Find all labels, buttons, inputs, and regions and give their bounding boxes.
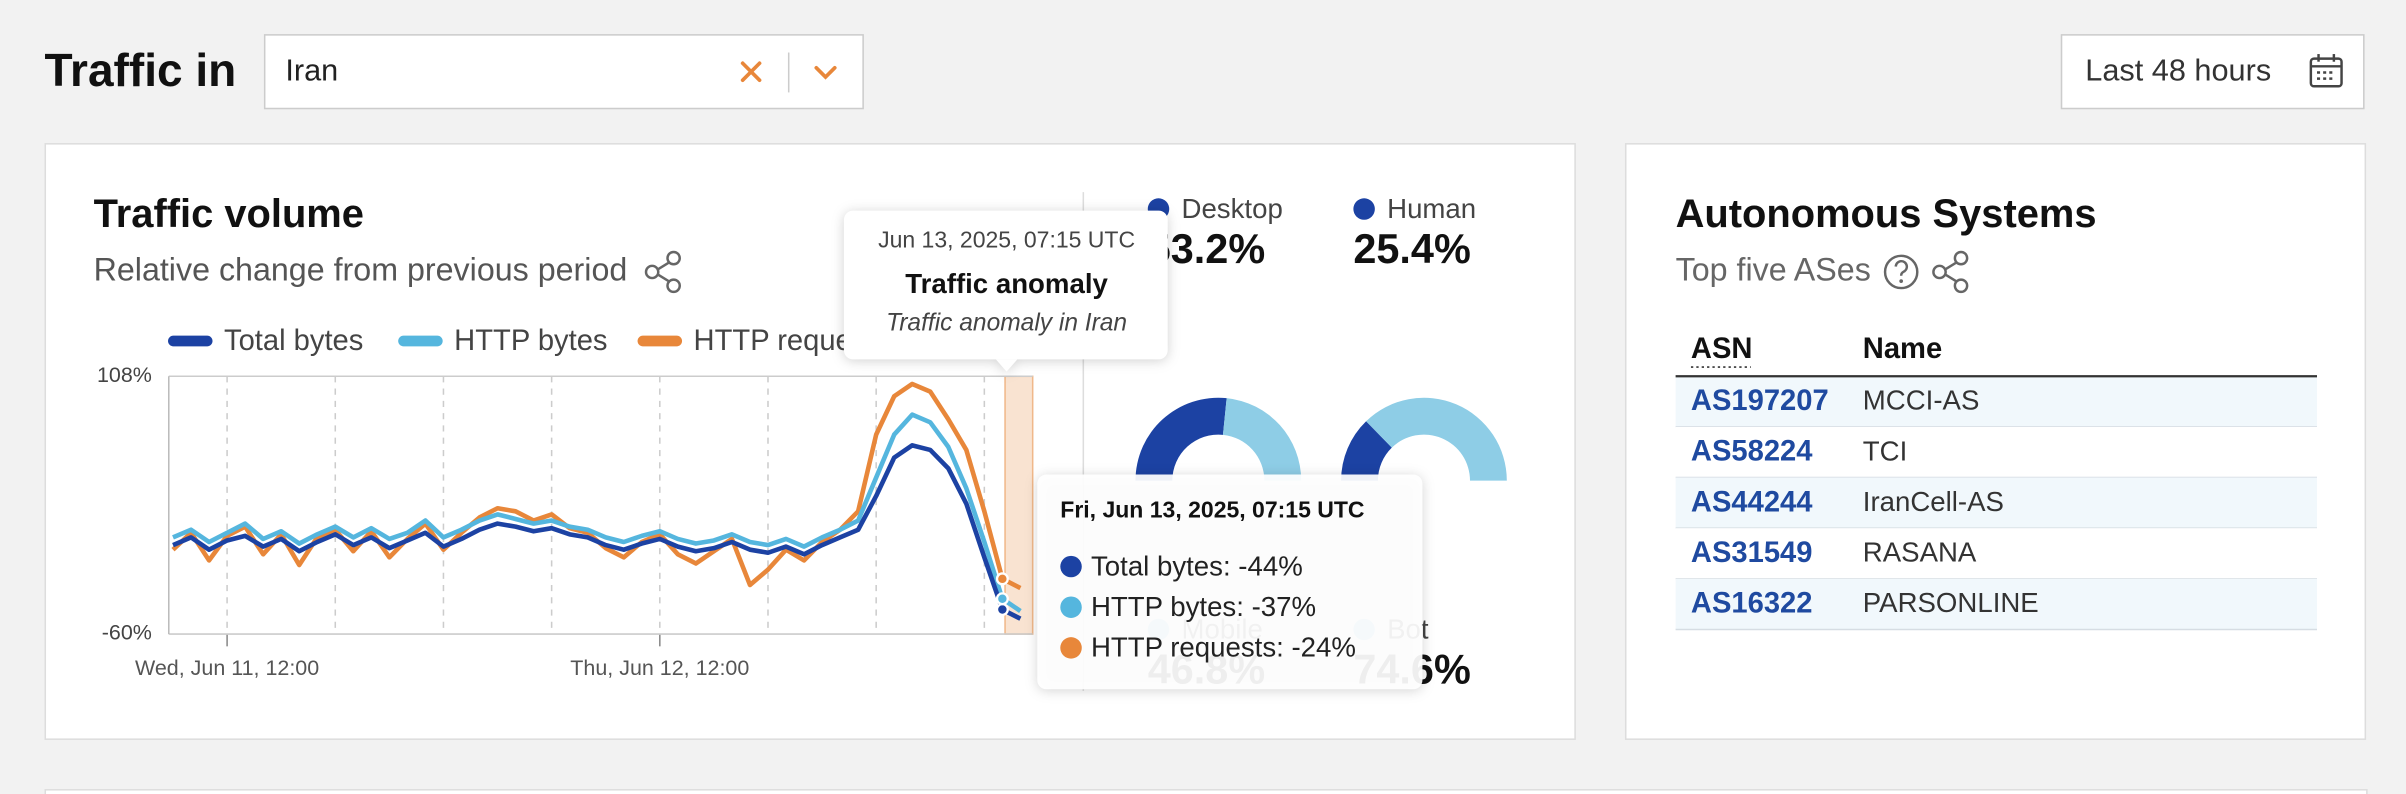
as-subtitle: Top five ASes <box>1676 251 1871 287</box>
legend-label: HTTP bytes <box>454 325 607 357</box>
x-tick-label: Thu, Jun 12, 12:00 <box>570 656 749 680</box>
pie-legend-label: Human <box>1387 193 1476 224</box>
table-row <box>1675 426 2318 478</box>
as-name: PARSONLINE <box>1863 587 2039 618</box>
asn-link[interactable]: AS16322 <box>1691 588 1813 620</box>
tooltip-dot <box>1060 555 1082 578</box>
series-line <box>172 443 1022 621</box>
table-row <box>1675 528 2318 579</box>
asn-link[interactable]: AS197207 <box>1691 385 1829 417</box>
hover-tooltip-date: Fri, Jun 13, 2025, 07:15 UTC <box>1060 496 1364 522</box>
clear-icon[interactable] <box>740 61 762 82</box>
pie-slice <box>1366 397 1507 481</box>
asn-link[interactable]: AS58224 <box>1691 436 1813 468</box>
hover-point <box>995 592 1009 606</box>
tooltip-pointer <box>995 359 1018 372</box>
pie-slice <box>1341 421 1392 481</box>
tooltip-description: Traffic anomaly in Iran <box>886 310 1127 337</box>
pie-slice <box>1135 397 1227 481</box>
hover-point <box>995 602 1009 617</box>
anomaly-band <box>1004 375 1034 635</box>
share-icon[interactable] <box>644 250 681 294</box>
pie-value-label: 25.4% <box>1353 226 1470 272</box>
calendar-icon <box>2309 54 2343 88</box>
page-title: Traffic in <box>44 44 236 96</box>
tooltip-date: Jun 13, 2025, 07:15 UTC <box>878 226 1135 252</box>
date-range-label: Last 48 hours <box>2085 53 2271 88</box>
y-tick-label: -60% <box>102 621 152 645</box>
as-name: TCI <box>1863 435 1907 466</box>
hover-point <box>995 572 1009 586</box>
share-icon[interactable] <box>1932 250 1969 294</box>
tooltip-dot <box>1060 637 1082 659</box>
tooltip-row: Total bytes: -44% <box>1091 550 1303 581</box>
tooltip-dot <box>1060 596 1082 618</box>
location-value: Iran <box>285 53 338 88</box>
table-row <box>1675 477 2318 529</box>
as-name: IranCell-AS <box>1863 486 2004 517</box>
table-row <box>1675 578 2318 630</box>
x-tick-label: Wed, Jun 11, 12:00 <box>135 656 319 680</box>
tooltip-box <box>843 210 1168 360</box>
hover-tooltip <box>1037 474 1423 690</box>
card-title: Traffic volume <box>94 192 364 236</box>
location-select[interactable] <box>263 34 864 110</box>
series-line <box>172 412 1022 613</box>
column-header: Name <box>1863 333 1942 365</box>
dropdown-icon[interactable] <box>814 66 837 80</box>
date-range-button[interactable] <box>2060 34 2365 110</box>
anomaly-tooltip <box>843 210 1168 372</box>
tooltip-title: Traffic anomaly <box>905 268 1108 299</box>
help-icon[interactable] <box>1883 254 1919 290</box>
tooltip-row: HTTP bytes: -37% <box>1091 591 1316 622</box>
pie-slice <box>1222 398 1302 481</box>
asn-link[interactable]: AS31549 <box>1691 537 1813 569</box>
card-subtitle: Relative change from previous period <box>94 251 628 287</box>
y-tick-label: 108% <box>97 363 152 387</box>
as-name: MCCI-AS <box>1863 385 1980 416</box>
column-header: ASN <box>1691 333 1753 365</box>
asn-link[interactable]: AS44244 <box>1691 486 1813 518</box>
as-name: RASANA <box>1863 537 1977 568</box>
pie-legend-label: Desktop <box>1182 193 1283 224</box>
tooltip-row: HTTP requests: -24% <box>1091 632 1356 663</box>
legend-label: Total bytes <box>224 325 363 357</box>
pie-legend-dot <box>1353 198 1375 220</box>
as-title: Autonomous Systems <box>1676 192 2097 236</box>
table-row <box>1675 376 2318 427</box>
next-card <box>44 789 2368 794</box>
